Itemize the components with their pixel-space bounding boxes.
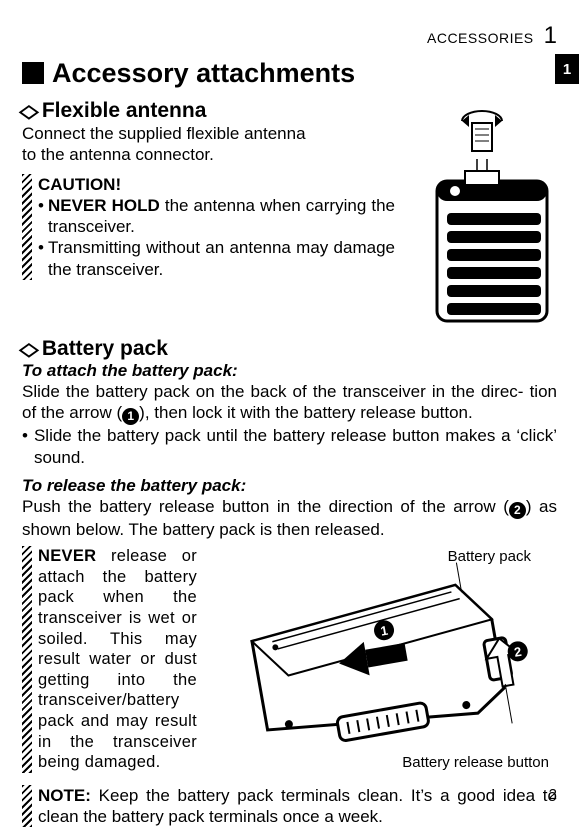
antenna-svg-icon <box>407 93 557 323</box>
note-body: NOTE: Keep the battery pack terminals cl… <box>38 785 557 827</box>
flexible-intro-2: to the antenna connector. <box>22 144 395 165</box>
note-bold: NOTE: <box>38 786 91 805</box>
label-battery-pack: Battery pack <box>448 548 531 565</box>
flexible-antenna-row: ◇Flexible antenna Connect the supplied f… <box>22 93 557 323</box>
caution-bold: NEVER HOLD <box>48 196 160 215</box>
diamond-icon: ◇ <box>19 339 38 360</box>
circled-2-icon: 2 <box>509 502 526 519</box>
page-header: ACCESSORIES 1 <box>22 22 557 50</box>
h1-text: Accessory attachments <box>52 58 355 88</box>
never-text: release or at­tach the battery pack when… <box>38 547 197 771</box>
release-p1b: ) <box>526 497 532 516</box>
battery-title: ◇Battery pack <box>22 337 557 361</box>
hatch-bar-icon <box>22 785 32 827</box>
flexible-intro-1: Connect the supplied flexible antenna <box>22 123 395 144</box>
page-number: 2 <box>549 786 557 803</box>
bullet-icon: • <box>38 195 48 238</box>
circled-1-icon: 1 <box>122 408 139 425</box>
flexible-antenna-text: ◇Flexible antenna Connect the supplied f… <box>22 93 395 280</box>
attach-bullet-text: Slide the battery pack until the battery… <box>34 425 557 468</box>
side-tab: 1 <box>555 54 579 84</box>
bullet-icon: • <box>22 425 34 468</box>
note-block: NOTE: Keep the battery pack terminals cl… <box>22 785 557 827</box>
never-bold: NEVER <box>38 547 96 565</box>
caution-list: •NEVER HOLD the antenna when carrying th… <box>38 195 395 280</box>
release-p1a: Push the battery release button in the d… <box>22 497 509 516</box>
caution-body: CAUTION! •NEVER HOLD the antenna when ca… <box>38 174 395 280</box>
diamond-icon: ◇ <box>19 101 38 122</box>
caution-block: CAUTION! •NEVER HOLD the antenna when ca… <box>22 174 395 280</box>
never-body: NEVER release or at­tach the battery pac… <box>38 546 197 773</box>
caution-item: •NEVER HOLD the antenna when carrying th… <box>38 195 395 238</box>
hatch-bar-icon <box>22 174 32 280</box>
flexible-title-text: Flexible antenna <box>42 99 207 122</box>
never-block: NEVER release or at­tach the battery pac… <box>22 546 197 773</box>
bullet-icon: • <box>38 237 48 280</box>
hatch-bar-icon <box>22 546 32 773</box>
caution-item-text: NEVER HOLD the antenna when carrying the… <box>48 195 395 238</box>
header-label: ACCESSORIES <box>427 30 534 46</box>
flexible-title: ◇Flexible antenna <box>22 99 395 123</box>
caution-title: CAUTION! <box>38 174 395 195</box>
note-text: Keep the battery pack terminals clean. I… <box>38 786 557 826</box>
attach-subtitle: To attach the battery pack: <box>22 361 557 381</box>
page: ACCESSORIES 1 1 Accessory attachments ◇F… <box>0 0 579 817</box>
caution-item: •Transmitting without an antenna may dam… <box>38 237 395 280</box>
caution-item-text: Transmitting without an antenna may dama… <box>48 237 395 280</box>
attach-para: Slide the battery pack on the back of th… <box>22 381 557 425</box>
battery-title-text: Battery pack <box>42 337 168 360</box>
label-release-button: Battery release button <box>402 754 549 771</box>
battery-figure-row: NEVER release or at­tach the battery pac… <box>22 546 557 773</box>
antenna-figure <box>407 93 557 323</box>
section-title: Accessory attachments <box>22 58 557 89</box>
battery-figure: Battery pack <box>207 546 557 773</box>
release-subtitle: To release the battery pack: <box>22 476 557 496</box>
attach-p1c: ), then lock it with the battery release… <box>139 403 473 422</box>
release-para: Push the battery release button in the d… <box>22 496 557 540</box>
square-bullet-icon <box>22 62 44 84</box>
battery-svg-icon: 1 2 <box>217 559 547 759</box>
attach-p1a: Slide the battery pack on the back of th… <box>22 382 523 401</box>
header-chapter: 1 <box>544 22 557 50</box>
attach-bullet: • Slide the battery pack until the batte… <box>22 425 557 468</box>
